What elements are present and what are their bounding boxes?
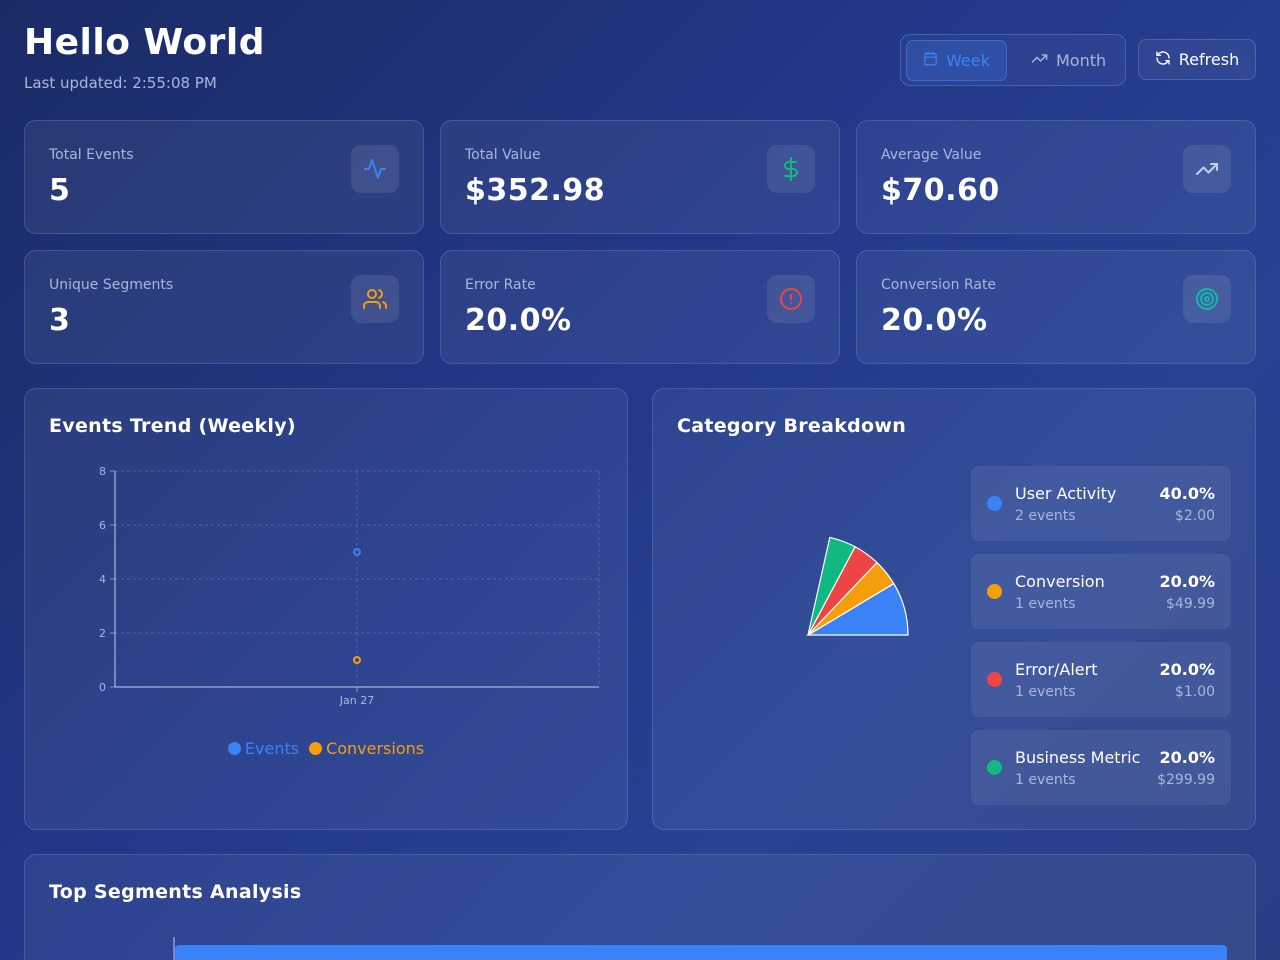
category-percent: 20.0% xyxy=(1159,660,1215,679)
events-trend-title: Events Trend (Weekly) xyxy=(49,415,296,437)
y-tick-label: 2 xyxy=(99,627,106,640)
legend-item-conversions[interactable]: Conversions xyxy=(309,739,424,758)
category-count: 1 events xyxy=(1015,772,1076,788)
chart-legend: Events Conversions xyxy=(25,739,627,758)
stat-label: Unique Segments xyxy=(49,277,174,293)
trending-up-icon xyxy=(1031,50,1048,71)
legend-dot-conversions xyxy=(309,742,323,755)
target-icon xyxy=(1183,275,1231,323)
category-percent: 20.0% xyxy=(1159,748,1215,767)
stat-value: $352.98 xyxy=(465,173,606,208)
segments-axis xyxy=(173,937,175,960)
category-count: 2 events xyxy=(1015,508,1076,524)
category-item-business-metric[interactable]: Business Metric 1 events 20.0% $299.99 xyxy=(971,730,1231,805)
category-percent: 40.0% xyxy=(1159,484,1215,503)
category-name: Error/Alert xyxy=(1015,660,1098,679)
dollar-icon xyxy=(767,145,815,193)
category-dot xyxy=(987,760,1002,775)
page-title: Hello World xyxy=(24,22,266,63)
stat-card-average-value: Average Value $70.60 xyxy=(856,120,1256,234)
category-breakdown-panel: Category Breakdown User Activity 2 event… xyxy=(652,388,1256,830)
category-percent: 20.0% xyxy=(1159,572,1215,591)
category-dot xyxy=(987,672,1002,687)
category-item-error-alert[interactable]: Error/Alert 1 events 20.0% $1.00 xyxy=(971,642,1231,717)
legend-item-events[interactable]: Events xyxy=(227,739,300,758)
segment-bar[interactable] xyxy=(175,945,1227,960)
alert-circle-icon xyxy=(767,275,815,323)
activity-icon xyxy=(351,145,399,193)
stat-card-unique-segments: Unique Segments 3 xyxy=(24,250,424,364)
category-name: Conversion xyxy=(1015,572,1105,591)
y-tick-label: 4 xyxy=(99,573,106,586)
events-trend-chart: 0 2 4 6 8 Jan 27 xyxy=(99,465,600,707)
trending-up-icon xyxy=(1183,145,1231,193)
stat-label: Error Rate xyxy=(465,277,536,293)
stat-value: 5 xyxy=(49,173,71,208)
category-dot xyxy=(987,496,1002,511)
month-button[interactable]: Month xyxy=(1015,40,1121,81)
refresh-icon xyxy=(1155,50,1171,70)
top-segments-panel: Top Segments Analysis xyxy=(24,854,1256,960)
category-count: 1 events xyxy=(1015,684,1076,700)
x-tick-label: Jan 27 xyxy=(339,694,374,707)
category-value: $2.00 xyxy=(1174,508,1215,524)
stat-value: $70.60 xyxy=(881,173,1000,208)
stat-card-total-events: Total Events 5 xyxy=(24,120,424,234)
stat-label: Total Value xyxy=(465,147,541,163)
stat-card-conversion-rate: Conversion Rate 20.0% xyxy=(856,250,1256,364)
y-tick-label: 8 xyxy=(99,465,106,478)
stat-label: Average Value xyxy=(881,147,982,163)
week-label: Week xyxy=(946,51,990,70)
legend-label-events: Events xyxy=(244,739,300,758)
pie-slice-business-metric xyxy=(807,536,856,636)
category-value: $299.99 xyxy=(1157,772,1215,788)
stat-value: 20.0% xyxy=(881,303,988,338)
category-item-conversion[interactable]: Conversion 1 events 20.0% $49.99 xyxy=(971,554,1231,629)
period-toggle: Week Month xyxy=(900,34,1126,86)
last-updated-text: Last updated: 2:55:08 PM xyxy=(24,74,217,92)
legend-dot-events xyxy=(227,742,241,755)
calendar-icon xyxy=(923,51,938,70)
y-tick-label: 6 xyxy=(99,519,106,532)
category-value: $49.99 xyxy=(1166,596,1215,612)
stat-card-total-value: Total Value $352.98 xyxy=(440,120,840,234)
stat-value: 20.0% xyxy=(465,303,572,338)
y-tick-label: 0 xyxy=(99,681,106,694)
data-point-conversions xyxy=(353,656,361,664)
category-name: Business Metric xyxy=(1015,748,1141,767)
users-icon xyxy=(351,275,399,323)
category-count: 1 events xyxy=(1015,596,1076,612)
category-item-user-activity[interactable]: User Activity 2 events 40.0% $2.00 xyxy=(971,466,1231,541)
stat-value: 3 xyxy=(49,303,71,338)
month-label: Month xyxy=(1056,51,1107,70)
week-button[interactable]: Week xyxy=(906,40,1007,81)
refresh-button[interactable]: Refresh xyxy=(1138,39,1256,80)
legend-label-conversions: Conversions xyxy=(326,739,425,758)
data-point-events xyxy=(353,548,361,556)
stat-label: Total Events xyxy=(49,147,134,163)
stat-label: Conversion Rate xyxy=(881,277,997,293)
category-name: User Activity xyxy=(1015,484,1117,503)
category-dot xyxy=(987,584,1002,599)
category-value: $1.00 xyxy=(1174,684,1215,700)
category-breakdown-title: Category Breakdown xyxy=(677,415,907,437)
top-segments-title: Top Segments Analysis xyxy=(49,881,302,903)
stat-card-error-rate: Error Rate 20.0% xyxy=(440,250,840,364)
category-pie-chart xyxy=(805,536,909,636)
events-trend-panel: Events Trend (Weekly) 0 2 4 6 8 Jan 27 Events… xyxy=(24,388,628,830)
refresh-label: Refresh xyxy=(1178,50,1240,69)
